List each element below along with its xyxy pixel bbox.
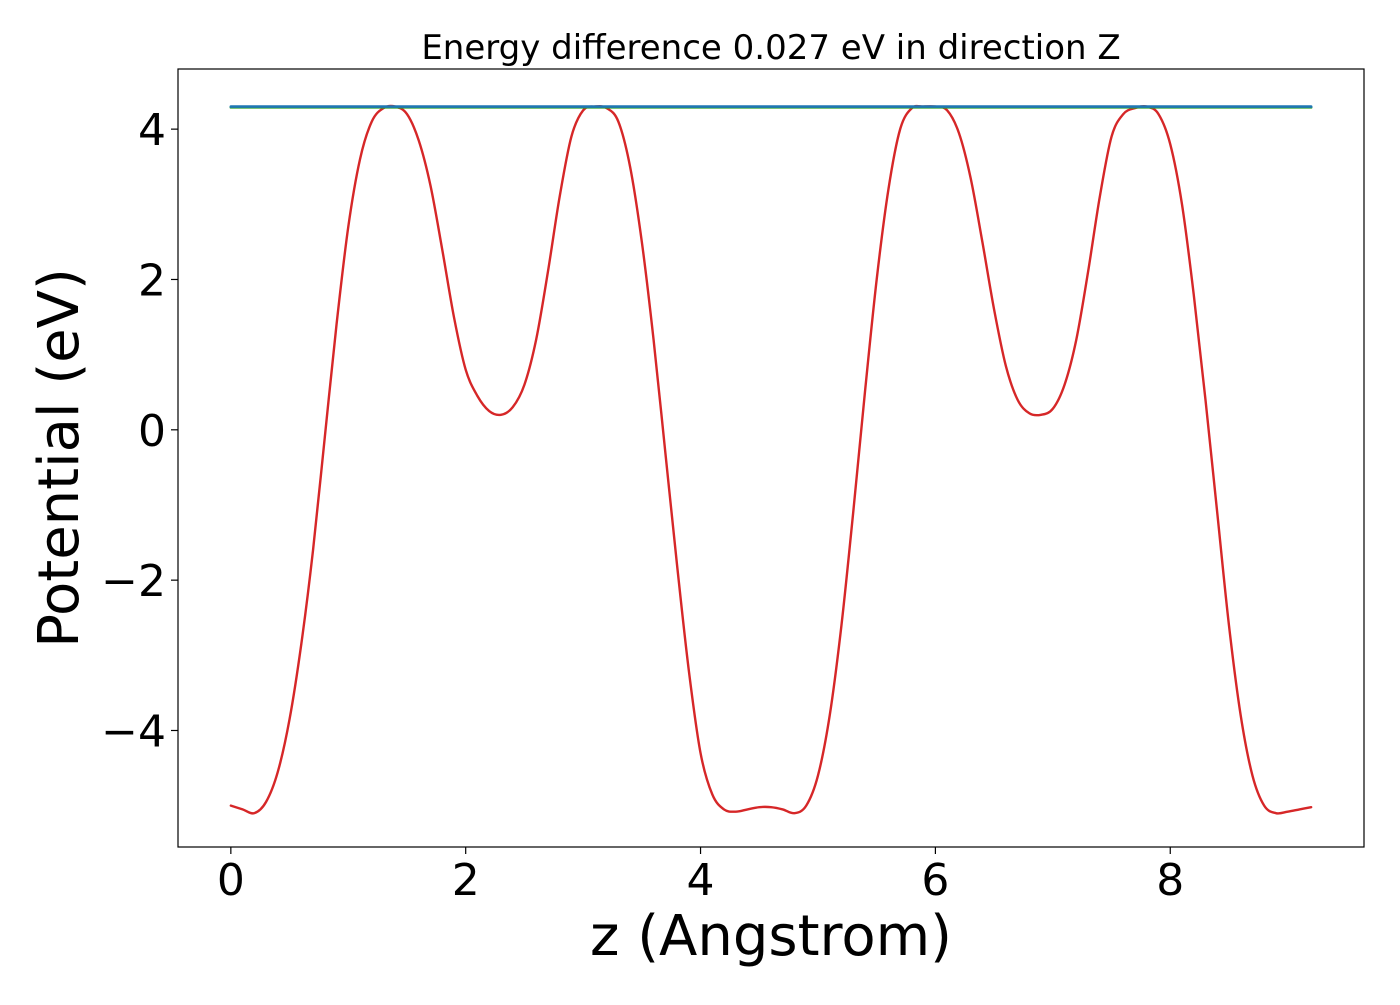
- x-tick-label: 4: [687, 855, 715, 906]
- y-axis: 4 2 0 −2 −4: [101, 105, 178, 757]
- x-axis: 0 2 4 6 8: [217, 847, 1184, 906]
- y-tick-label: 4: [138, 105, 166, 156]
- y-tick-label: 2: [138, 255, 166, 306]
- x-tick-label: 2: [452, 855, 480, 906]
- x-tick-label: 0: [217, 855, 245, 906]
- y-tick-label: −2: [101, 556, 166, 607]
- y-axis-label: Potential (eV): [27, 268, 92, 648]
- x-tick-label: 6: [921, 855, 949, 906]
- x-tick-label: 8: [1156, 855, 1184, 906]
- plot-area: [229, 104, 1313, 815]
- x-axis-label: z (Angstrom): [590, 904, 952, 969]
- plot-frame: [177, 68, 1365, 848]
- chart-title: Energy difference 0.027 eV in direction …: [421, 28, 1120, 68]
- y-tick-label: −4: [101, 706, 166, 757]
- y-tick-label: 0: [138, 406, 166, 457]
